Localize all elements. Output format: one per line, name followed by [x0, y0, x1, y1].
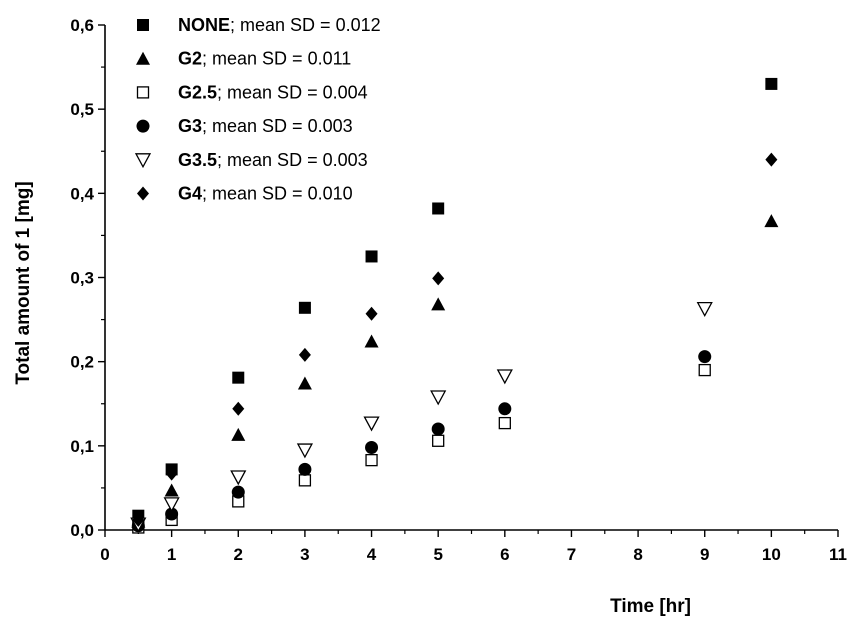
data-point: [165, 507, 179, 521]
legend-entry: G4; mean SD = 0.010: [178, 184, 353, 204]
legend-series-name: G2: [178, 49, 202, 69]
legend-entry: G3.5; mean SD = 0.003: [178, 150, 368, 170]
data-point: [298, 301, 311, 314]
data-point: [365, 306, 378, 321]
series-g3-5: [130, 301, 713, 533]
data-point: [363, 416, 380, 432]
x-tick-label: 6: [500, 545, 509, 564]
legend: NONE; mean SD = 0.012 G2; mean SD = 0.011…: [134, 15, 381, 204]
x-tick-label: 2: [234, 545, 243, 564]
data-point: [430, 390, 447, 406]
data-point: [498, 402, 512, 416]
legend-series-stat: ; mean SD = 0.003: [202, 116, 353, 136]
data-point: [296, 443, 313, 459]
legend-series-stat: ; mean SD = 0.004: [217, 82, 368, 102]
data-point: [698, 350, 712, 364]
data-point: [498, 416, 511, 430]
data-point: [431, 297, 446, 311]
legend-marker: [137, 186, 149, 201]
data-point: [298, 462, 312, 476]
legend-series-name: G2.5: [178, 82, 217, 102]
x-axis-title: Time [hr]: [610, 596, 691, 617]
data-point: [698, 363, 711, 377]
data-point: [364, 334, 379, 348]
series-g2: [131, 214, 779, 528]
legend-entry: NONE; mean SD = 0.012: [178, 15, 381, 35]
x-tick-label: 3: [300, 545, 309, 564]
y-tick-label: 0,6: [70, 16, 94, 35]
data-point: [432, 202, 445, 215]
x-tick-label: 0: [100, 545, 109, 564]
y-axis-title: Total amount of 1 [mg]: [13, 181, 34, 384]
legend-entry: G2.5; mean SD = 0.004: [178, 82, 368, 102]
x-tick-label: 11: [829, 545, 847, 564]
data-point: [764, 214, 779, 228]
legend-marker: [136, 119, 150, 133]
x-tick-label: 1: [167, 545, 176, 564]
legend-marker: [134, 153, 152, 169]
legend-series-stat: ; mean SD = 0.010: [202, 184, 353, 204]
data-points: [130, 77, 779, 534]
y-tick-label: 0,3: [70, 269, 94, 288]
data-point: [164, 483, 179, 497]
data-point: [231, 427, 246, 441]
legend-series-name: G4: [178, 184, 202, 204]
data-point: [365, 441, 379, 455]
x-tick-label: 5: [433, 545, 442, 564]
data-point: [230, 470, 247, 486]
data-point: [365, 250, 378, 263]
legend-series-stat: ; mean SD = 0.003: [217, 150, 368, 170]
y-tick-label: 0,2: [70, 353, 94, 372]
data-point: [765, 152, 778, 167]
data-point: [696, 301, 713, 318]
data-point: [432, 434, 445, 447]
series-g2-5: [132, 363, 711, 534]
legend-entry: G3; mean SD = 0.003: [178, 116, 353, 136]
data-point: [298, 347, 311, 362]
legend-marker: [137, 19, 149, 31]
legend-series-name: G3.5: [178, 150, 217, 170]
legend-series-name: G3: [178, 116, 202, 136]
y-tick-label: 0,5: [70, 100, 94, 119]
data-point: [298, 474, 312, 487]
series-none: [132, 77, 778, 522]
y-tick-label: 0,0: [70, 521, 94, 540]
legend-series-name: NONE: [178, 15, 230, 35]
data-point: [232, 371, 245, 384]
data-point: [431, 422, 445, 436]
legend-series-stat: ; mean SD = 0.012: [230, 15, 381, 35]
data-point: [765, 77, 778, 90]
series-g3: [131, 350, 712, 533]
x-tick-label: 9: [700, 545, 709, 564]
legend-entry: G2; mean SD = 0.011: [178, 49, 351, 69]
data-point: [163, 497, 180, 513]
x-tick-label: 10: [762, 545, 781, 564]
data-point: [365, 453, 378, 467]
data-point: [496, 369, 513, 385]
data-point: [232, 401, 245, 416]
x-tick-label: 7: [567, 545, 576, 564]
data-point: [132, 512, 145, 527]
series-g4: [132, 152, 778, 527]
x-tick-label: 8: [633, 545, 642, 564]
x-tick-label: 4: [367, 545, 377, 564]
ticks: 0 1 2 3 4 5 6 7 8 9 10 11 0,0 0,1 0,2 0,3 0,4 0,5 0,6: [70, 16, 847, 564]
data-point: [297, 376, 312, 390]
legend-series-stat: ; mean SD = 0.011: [202, 49, 351, 69]
legend-marker: [136, 51, 150, 65]
y-tick-label: 0,1: [70, 437, 94, 456]
data-point: [165, 466, 178, 481]
legend-marker: [136, 86, 150, 99]
data-point: [432, 271, 445, 286]
y-tick-label: 0,4: [70, 184, 94, 203]
data-point: [231, 485, 245, 499]
